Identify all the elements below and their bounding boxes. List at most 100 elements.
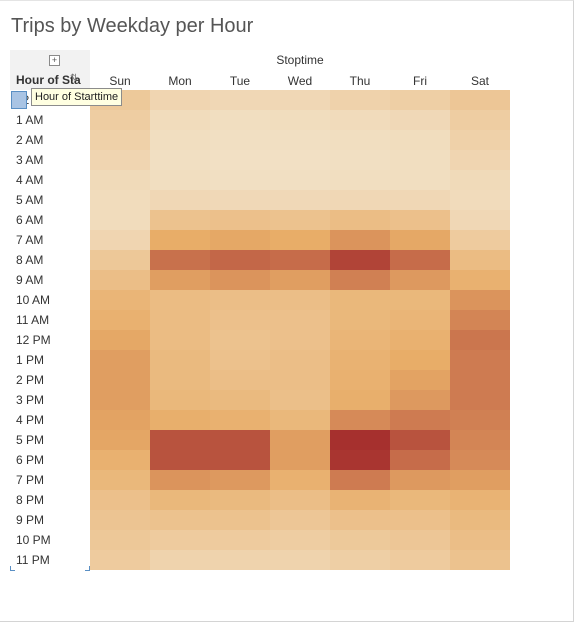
heatmap-cell-tue-1pm[interactable] <box>210 350 270 370</box>
heatmap-cell-mon-6pm[interactable] <box>150 450 210 470</box>
heatmap-cell-wed-2pm[interactable] <box>270 370 330 390</box>
heatmap-cell-fri-6pm[interactable] <box>390 450 450 470</box>
heatmap-cell-thu-1pm[interactable] <box>330 350 390 370</box>
heatmap-cell-tue-10am[interactable] <box>210 290 270 310</box>
heatmap-cell-sat-4am[interactable] <box>450 170 510 190</box>
heatmap-cell-thu-12am[interactable] <box>330 90 390 110</box>
heatmap-cell-tue-7am[interactable] <box>210 230 270 250</box>
heatmap-cell-thu-12pm[interactable] <box>330 330 390 350</box>
heatmap-cell-wed-4pm[interactable] <box>270 410 330 430</box>
row-label-12pm[interactable]: 12 PM <box>16 333 51 347</box>
heatmap-cell-tue-6pm[interactable] <box>210 450 270 470</box>
heatmap-cell-mon-11pm[interactable] <box>150 550 210 570</box>
heatmap-cell-sun-1pm[interactable] <box>90 350 150 370</box>
heatmap-cell-wed-9am[interactable] <box>270 270 330 290</box>
heatmap-cell-wed-6am[interactable] <box>270 210 330 230</box>
row-label-3am[interactable]: 3 AM <box>16 153 44 167</box>
heatmap-cell-thu-6am[interactable] <box>330 210 390 230</box>
heatmap-cell-sun-4pm[interactable] <box>90 410 150 430</box>
heatmap-cell-thu-9am[interactable] <box>330 270 390 290</box>
heatmap-cell-thu-3pm[interactable] <box>330 390 390 410</box>
heatmap-cell-fri-2am[interactable] <box>390 130 450 150</box>
heatmap-cell-mon-12pm[interactable] <box>150 330 210 350</box>
column-label-wed[interactable]: Wed <box>288 74 312 88</box>
heatmap-cell-thu-4am[interactable] <box>330 170 390 190</box>
column-label-sat[interactable]: Sat <box>471 74 490 88</box>
heatmap-cell-fri-7pm[interactable] <box>390 470 450 490</box>
heatmap-cell-fri-3pm[interactable] <box>390 390 450 410</box>
heatmap-cell-fri-3am[interactable] <box>390 150 450 170</box>
heatmap-cell-sat-9am[interactable] <box>450 270 510 290</box>
row-label-2am[interactable]: 2 AM <box>16 133 44 147</box>
heatmap-cell-tue-3pm[interactable] <box>210 390 270 410</box>
heatmap-cell-thu-1am[interactable] <box>330 110 390 130</box>
heatmap-cell-sun-7am[interactable] <box>90 230 150 250</box>
heatmap-cell-sat-5am[interactable] <box>450 190 510 210</box>
heatmap-cell-thu-10am[interactable] <box>330 290 390 310</box>
heatmap-cell-tue-11am[interactable] <box>210 310 270 330</box>
heatmap-cell-sat-8am[interactable] <box>450 250 510 270</box>
row-label-2pm[interactable]: 2 PM <box>16 373 45 387</box>
row-label-7pm[interactable]: 7 PM <box>16 473 45 487</box>
heatmap-cell-mon-10pm[interactable] <box>150 530 210 550</box>
column-group-header[interactable]: Stoptime <box>276 53 324 67</box>
heatmap-cell-mon-12am[interactable] <box>150 90 210 110</box>
heatmap-cell-fri-6am[interactable] <box>390 210 450 230</box>
heatmap-cell-mon-11am[interactable] <box>150 310 210 330</box>
heatmap-cell-thu-8am[interactable] <box>330 250 390 270</box>
heatmap-cell-mon-2pm[interactable] <box>150 370 210 390</box>
heatmap-cell-sun-12pm[interactable] <box>90 330 150 350</box>
row-label-11am[interactable]: 11 AM <box>16 313 50 327</box>
heatmap-cell-mon-5am[interactable] <box>150 190 210 210</box>
heatmap-cell-thu-10pm[interactable] <box>330 530 390 550</box>
heatmap-cell-wed-5am[interactable] <box>270 190 330 210</box>
row-header-label[interactable]: Hour of Sta <box>16 73 81 87</box>
heatmap-cell-sun-7pm[interactable] <box>90 470 150 490</box>
heatmap-cell-sun-2am[interactable] <box>90 130 150 150</box>
heatmap-cell-sun-10pm[interactable] <box>90 530 150 550</box>
heatmap-cell-sat-3pm[interactable] <box>450 390 510 410</box>
row-label-10pm[interactable]: 10 PM <box>16 533 51 547</box>
heatmap-cell-fri-5pm[interactable] <box>390 430 450 450</box>
heatmap-cell-sun-9pm[interactable] <box>90 510 150 530</box>
heatmap-cell-tue-2am[interactable] <box>210 130 270 150</box>
heatmap-cell-thu-6pm[interactable] <box>330 450 390 470</box>
sort-icon[interactable]: ⇅ <box>70 73 79 84</box>
heatmap-cell-thu-7pm[interactable] <box>330 470 390 490</box>
heatmap-cell-sat-6pm[interactable] <box>450 450 510 470</box>
heatmap-cell-mon-4am[interactable] <box>150 170 210 190</box>
heatmap-cell-mon-3am[interactable] <box>150 150 210 170</box>
heatmap-cell-wed-4am[interactable] <box>270 170 330 190</box>
heatmap-cell-sun-10am[interactable] <box>90 290 150 310</box>
row-label-11pm[interactable]: 11 PM <box>16 553 50 567</box>
heatmap-cell-tue-12am[interactable] <box>210 90 270 110</box>
heatmap-cell-thu-3am[interactable] <box>330 150 390 170</box>
heatmap-cell-sun-1am[interactable] <box>90 110 150 130</box>
heatmap-cell-fri-4am[interactable] <box>390 170 450 190</box>
heatmap-cell-mon-7am[interactable] <box>150 230 210 250</box>
row-label-4am[interactable]: 4 AM <box>16 173 44 187</box>
heatmap-cell-wed-8am[interactable] <box>270 250 330 270</box>
heatmap-cell-mon-4pm[interactable] <box>150 410 210 430</box>
heatmap-cell-sun-4am[interactable] <box>90 170 150 190</box>
heatmap-cell-sat-9pm[interactable] <box>450 510 510 530</box>
heatmap-cell-sat-8pm[interactable] <box>450 490 510 510</box>
heatmap-cell-tue-5pm[interactable] <box>210 430 270 450</box>
column-label-mon[interactable]: Mon <box>168 74 191 88</box>
heatmap-cell-sun-6am[interactable] <box>90 210 150 230</box>
heatmap-cell-wed-10pm[interactable] <box>270 530 330 550</box>
heatmap-cell-wed-11am[interactable] <box>270 310 330 330</box>
heatmap-cell-tue-8pm[interactable] <box>210 490 270 510</box>
heatmap-cell-tue-11pm[interactable] <box>210 550 270 570</box>
row-label-9am[interactable]: 9 AM <box>16 273 44 287</box>
heatmap-cell-fri-8am[interactable] <box>390 250 450 270</box>
heatmap-cell-sat-12am[interactable] <box>450 90 510 110</box>
heatmap-cell-sat-10pm[interactable] <box>450 530 510 550</box>
heatmap-cell-tue-4am[interactable] <box>210 170 270 190</box>
heatmap-cell-wed-12am[interactable] <box>270 90 330 110</box>
heatmap-cell-sat-4pm[interactable] <box>450 410 510 430</box>
heatmap-cell-thu-5am[interactable] <box>330 190 390 210</box>
heatmap-cell-fri-11pm[interactable] <box>390 550 450 570</box>
heatmap-cell-sun-9am[interactable] <box>90 270 150 290</box>
heatmap-cell-thu-7am[interactable] <box>330 230 390 250</box>
